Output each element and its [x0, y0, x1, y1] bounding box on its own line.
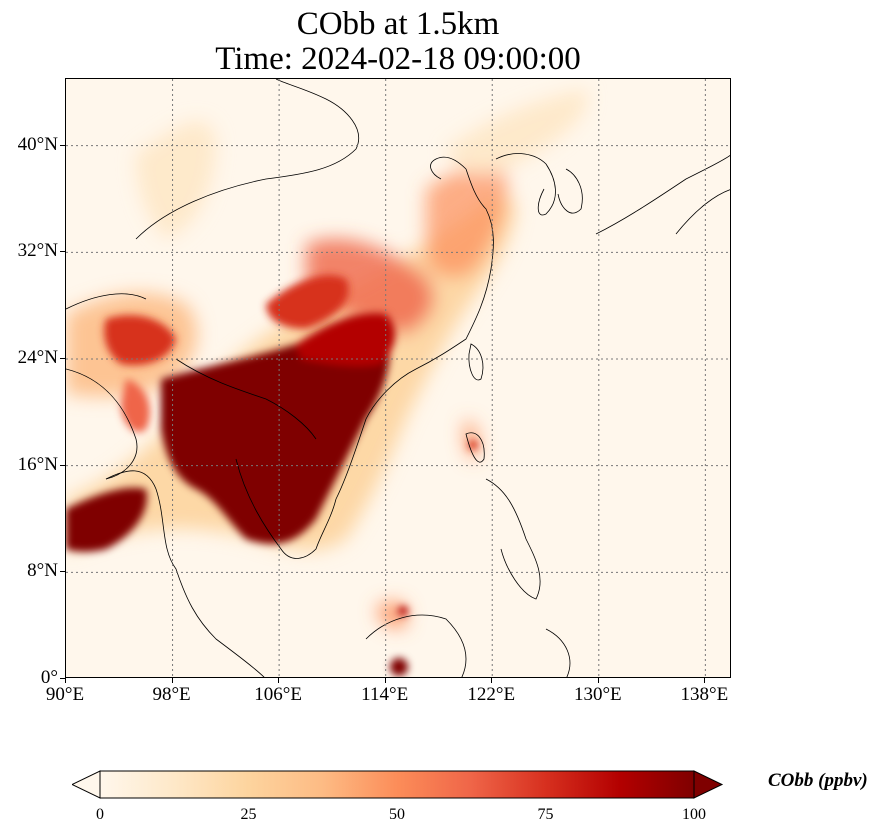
x-tick-mark: [65, 678, 66, 683]
map-canvas: [66, 79, 730, 677]
colorbar-tick-label: 50: [389, 806, 405, 823]
y-tick-mark: [60, 144, 65, 146]
x-tick-mark: [171, 678, 173, 683]
x-tick-label: 138°E: [680, 684, 729, 705]
y-tick-label: 16°N: [17, 453, 58, 475]
y-tick-mark: [60, 678, 65, 679]
y-tick-label: 8°N: [27, 560, 58, 582]
map-panel: [65, 78, 731, 678]
x-tick-mark: [597, 678, 599, 683]
colorbar-tick-label: 100: [682, 806, 706, 823]
x-tick-label: 90°E: [45, 684, 85, 705]
x-tick-label: 114°E: [361, 684, 409, 705]
colorbar-tick-label: 25: [240, 806, 257, 823]
x-tick-label: 122°E: [467, 684, 516, 705]
x-tick-label: 106°E: [254, 684, 302, 705]
y-tick-label: 40°N: [17, 133, 58, 155]
x-tick-mark: [704, 678, 706, 683]
y-tick-label: 0°: [40, 667, 58, 688]
colorbar-extend-low: [72, 770, 101, 799]
x-tick-mark: [384, 678, 386, 683]
x-tick-label: 98°E: [152, 684, 191, 705]
y-tick-label: 24°N: [17, 347, 58, 368]
concentration-field: [66, 89, 588, 676]
y-tick-mark: [60, 251, 65, 253]
y-tick-mark: [60, 571, 65, 573]
map-title: CObb at 1.5km: [296, 6, 500, 42]
y-tick-mark: [60, 464, 65, 466]
colorbar-label: CObb (ppbv): [768, 770, 868, 791]
y-tick-mark: [60, 358, 65, 359]
map-subtitle-time: Time: 2024-02-18 09:00:00: [215, 41, 581, 77]
colorbar: [72, 770, 724, 799]
x-tick-mark: [491, 678, 493, 683]
gridlines: [66, 79, 730, 677]
x-tick-mark: [278, 678, 280, 683]
y-tick-label: 32°N: [17, 240, 58, 262]
colorbar-tick-label: 75: [537, 806, 554, 823]
colorbar-gradient: [99, 770, 695, 799]
colorbar-tick-label: 0: [96, 806, 104, 823]
x-tick-label: 130°E: [573, 684, 622, 705]
colorbar-extend-high: [693, 770, 724, 799]
